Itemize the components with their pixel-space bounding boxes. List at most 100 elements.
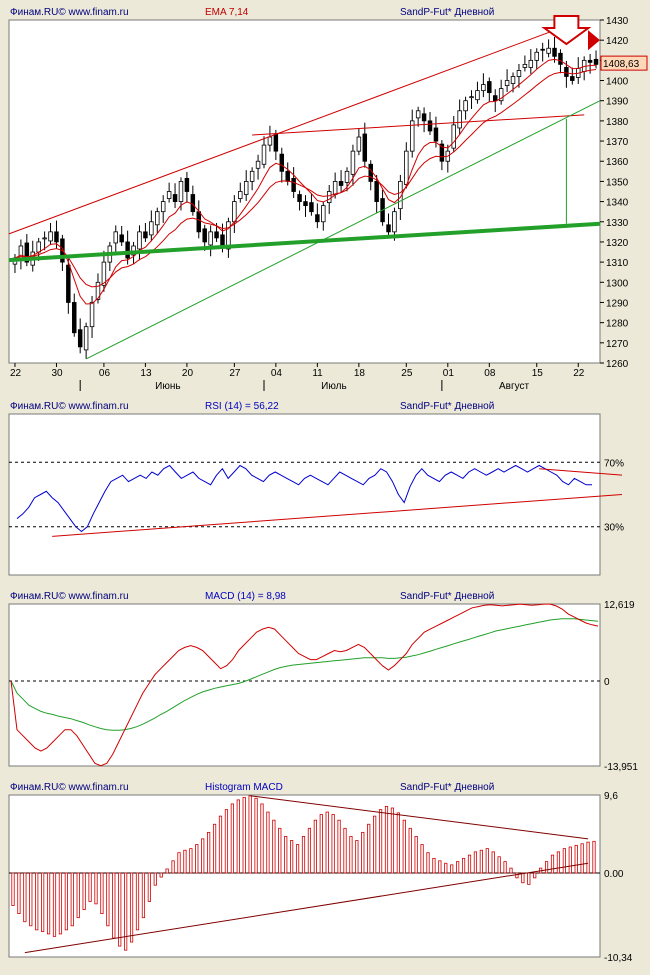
price-candle-body [570,76,575,81]
hist-bar [207,831,211,874]
price-candle-body [48,231,53,242]
rsi-line [16,464,592,533]
price-candle-body [143,231,148,239]
month-label: Август [499,381,530,392]
price-candle-body [66,264,71,303]
price-candle-body [558,52,563,65]
price-candle-body [498,88,504,102]
price-candle-body [321,205,326,223]
price-candle-body [404,150,409,185]
price-y-tick-label: 1310 [606,258,629,269]
hist-bar [290,840,294,874]
macd-plot-bg [8,603,601,767]
price-candle-body [297,194,302,202]
hist-plot-bg [8,794,601,958]
price-candle-body [220,234,225,247]
price-ema-slow-line [14,69,597,288]
price-candle-body [475,90,480,101]
hist-bar [266,811,270,874]
price-candle-body [392,211,397,233]
hist-bar [41,872,45,932]
hist-bar [52,872,57,937]
price-candle-body [83,326,89,351]
price-candle-body [101,261,107,286]
price-y-tick-label: 1400 [606,77,629,88]
hist-bar [35,872,39,931]
hist-bar [141,872,146,919]
price-support-trend-line [85,100,601,360]
hist-bar [568,846,572,874]
hist-bar [112,872,116,939]
hist-bar [147,872,151,902]
price-chart: 1430142014101400139013801370136013501340… [8,15,648,392]
hist-bar [218,815,223,874]
hist-bar [260,803,264,874]
price-y-tick-label: 1360 [606,157,629,168]
hist-bar [533,872,537,879]
price-candle-body [279,153,285,172]
hist-lower-trend-line [24,862,589,954]
price-y-tick-label: 1380 [606,117,629,128]
price-candle-body [166,191,172,199]
hist-bar [171,860,175,874]
hist-bar [254,797,258,874]
price-candle-body [196,211,202,233]
price-candle-body [160,201,166,213]
hist-bar [396,812,400,874]
hist-bar [378,809,383,874]
hist-bar [195,844,199,874]
price-candle-body [315,214,320,223]
price-x-tick-label: 22 [573,368,585,379]
hist-bar [106,872,110,927]
hist-bar [278,827,282,874]
price-green-base-line [8,221,601,263]
price-candle-body [587,59,593,63]
hist-bar [450,864,454,874]
price-candle-body [386,224,391,233]
rsi-instrument: SandP-Fut* Дневной [400,401,494,412]
price-candle-body [326,191,332,203]
rsi-level-label: 70% [604,458,624,469]
macd-instrument: SandP-Fut* Дневной [400,591,494,602]
price-candle-body [113,231,119,244]
rsi-provider: Финам.RU© www.finam.ru [10,401,129,412]
hist-bar [503,861,507,874]
price-candle-body [238,191,243,199]
hist-bar [301,836,306,874]
hist-provider: Финам.RU© www.finam.ru [10,782,129,793]
hist-instrument: SandP-Fut* Дневной [400,782,494,793]
price-candle-body [427,120,433,132]
hist-bar [189,848,193,874]
hist-bar [183,849,187,874]
hist-bar [242,797,246,874]
price-candle-body [522,63,528,68]
price-plot-bg [8,19,601,364]
hist-bar [177,852,181,874]
price-resistance-line [252,114,585,136]
hist-bar [100,872,104,915]
hist-bar [70,872,74,927]
price-x-tick-label: 22 [10,368,22,379]
hist-bar [331,814,335,874]
price-upper-channel-line [8,27,561,235]
down-arrow-icon [541,15,592,46]
price-provider: Финам.RU© www.finam.ru [10,7,129,18]
hist-bar [562,848,566,874]
hist-bar [461,857,466,874]
hist-bar [319,814,323,874]
hist-bar [248,795,252,874]
price-candle-body [356,136,362,152]
hist-bar [212,823,217,874]
price-y-tick-label: 1280 [606,319,629,330]
hist-bar [165,868,169,874]
hist-bar [497,856,501,874]
price-candle-body [89,302,95,328]
hist-bar [509,867,513,874]
hist-bar [361,831,365,874]
hist-bar [384,805,389,874]
hist-bar [313,819,317,874]
price-candle-body [421,113,427,122]
hist-bar [521,872,525,884]
month-label: Июль [321,381,347,392]
price-candle-body [409,120,415,152]
